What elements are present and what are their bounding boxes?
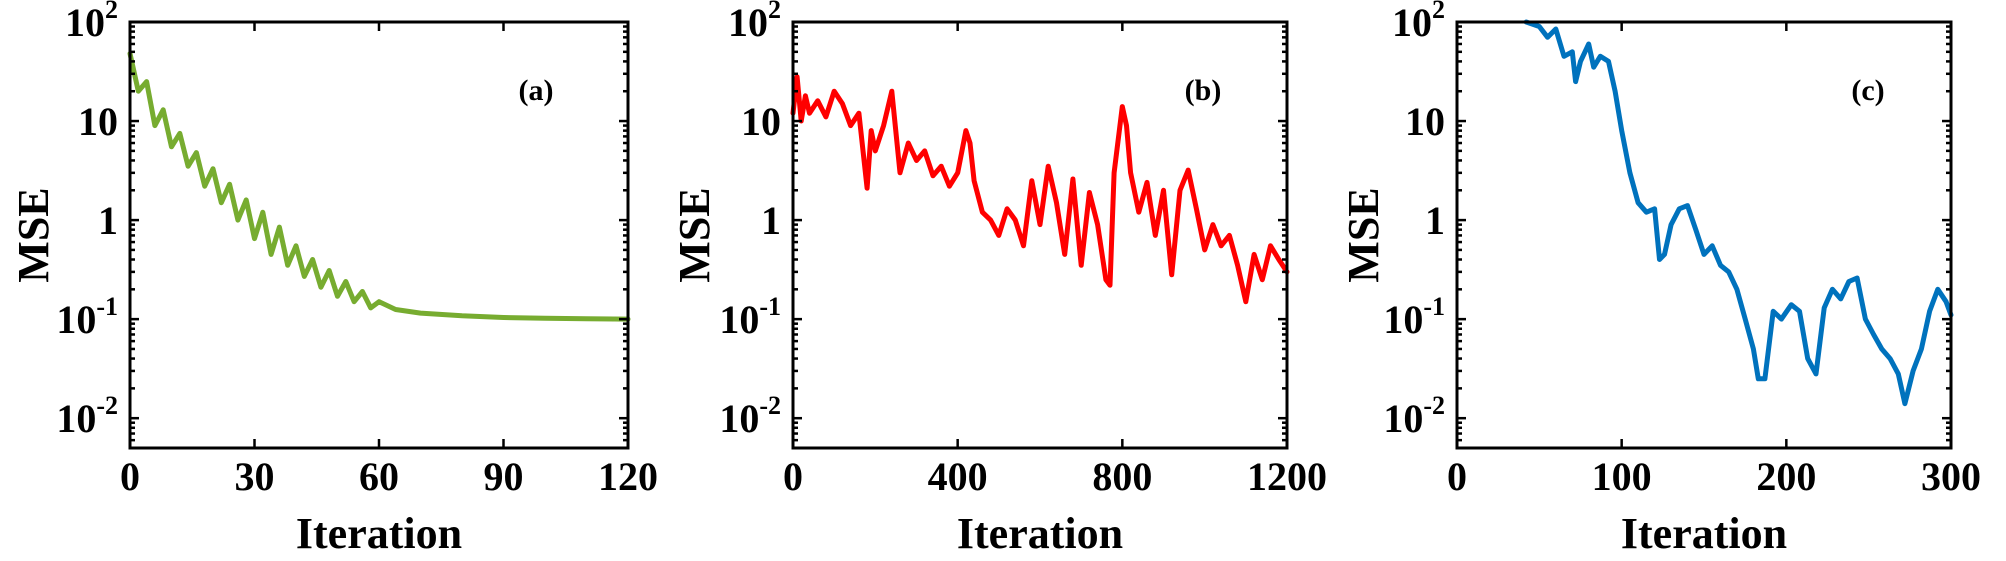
x-tick-label: 30 — [235, 454, 275, 499]
panel-label: (a) — [519, 74, 554, 107]
x-tick-label: 100 — [1592, 454, 1652, 499]
x-tick-label: 800 — [1092, 454, 1152, 499]
y-tick-label: 10 — [741, 99, 781, 144]
y-tick-label: 102 — [1392, 0, 1445, 45]
series-line-1 — [790, 74, 1290, 305]
x-tick-label: 200 — [1756, 454, 1816, 499]
y-tick-label: 10-2 — [1383, 391, 1445, 441]
x-axis-label: Iteration — [296, 509, 462, 558]
y-tick-label: 1 — [98, 198, 118, 243]
x-tick-label: 400 — [928, 454, 988, 499]
panel-3: 0 100 200 300 10-2 10-1 1 10 102 Iteration MSE (c) — [1339, 0, 1981, 558]
x-tick-label: 60 — [359, 454, 399, 499]
y-tick-label: 102 — [65, 0, 118, 45]
y-tick-label: 1 — [761, 198, 781, 243]
x-tick-label: 90 — [484, 454, 524, 499]
x-tick-label: 300 — [1921, 454, 1981, 499]
x-tick-label: 1200 — [1247, 454, 1327, 499]
y-tick-label: 1 — [1425, 198, 1445, 243]
x-tick-label: 0 — [120, 454, 140, 499]
y-tick-label: 10-2 — [719, 391, 781, 441]
y-axis-label: MSE — [9, 187, 58, 282]
panel-2: 0 400 800 1200 10-2 10-1 1 10 102 Iteration MSE (b) — [670, 0, 1327, 558]
series-line-1 — [1523, 19, 1954, 407]
x-tick-label: 120 — [598, 454, 658, 499]
x-axis-label: Iteration — [957, 509, 1123, 558]
panel-label: (b) — [1185, 74, 1222, 107]
y-tick-label: 10 — [78, 99, 118, 144]
y-tick-label: 10-2 — [56, 391, 118, 441]
x-tick-label: 0 — [1447, 454, 1467, 499]
y-tick-label: 10-1 — [1383, 292, 1445, 342]
y-tick-label: 10-1 — [719, 292, 781, 342]
x-tick-label: 0 — [783, 454, 803, 499]
panel-1: 0 30 60 90 120 10-2 10-1 1 10 102 Iteration MSE (a) — [9, 0, 658, 558]
y-axis-label: MSE — [670, 187, 719, 282]
panel-label: (c) — [1851, 74, 1884, 107]
series-line-1 — [127, 51, 631, 322]
x-axis-label: Iteration — [1621, 509, 1787, 558]
y-tick-label: 102 — [728, 0, 781, 45]
y-tick-label: 10 — [1405, 99, 1445, 144]
y-tick-label: 10-1 — [56, 292, 118, 342]
y-axis-label: MSE — [1339, 187, 1388, 282]
